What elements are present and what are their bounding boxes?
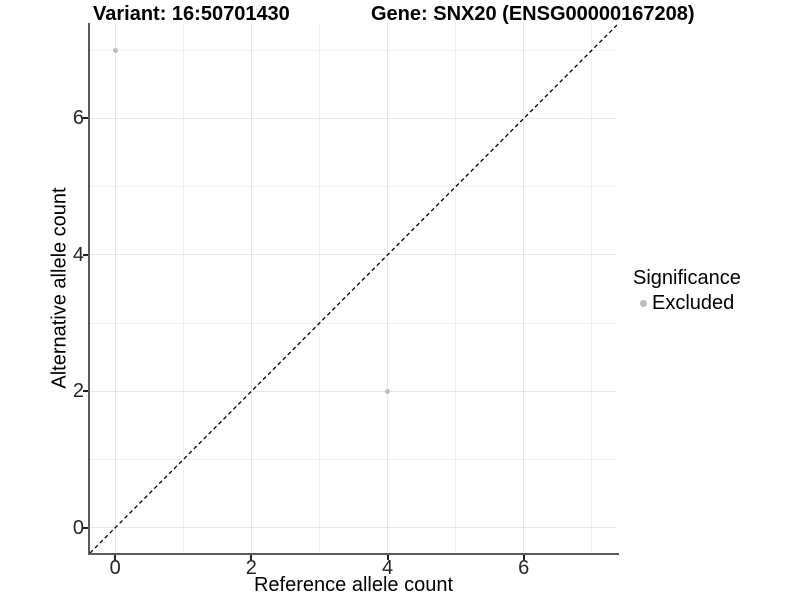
y-tick-mark (83, 390, 88, 393)
y-tick-mark (83, 253, 88, 256)
grid-minor-vertical (182, 23, 184, 553)
y-tick-label: 2 (72, 380, 84, 403)
grid-major-vertical (387, 23, 389, 553)
legend-title: Significance (633, 267, 741, 289)
grid-major-horizontal (90, 527, 617, 529)
grid-minor-vertical (455, 23, 457, 553)
x-tick-label: 2 (245, 557, 257, 579)
grid-major-horizontal (90, 390, 617, 392)
y-axis-line (88, 23, 90, 555)
data-point (385, 388, 391, 394)
y-axis-title: Alternative allele count (48, 187, 71, 389)
grid-major-horizontal (90, 117, 617, 119)
grid-major-vertical (114, 23, 116, 553)
x-tick-mark (522, 555, 525, 560)
y-tick-label: 4 (72, 243, 84, 266)
x-tick-mark (250, 555, 253, 560)
grid-minor-vertical (318, 23, 320, 553)
x-axis-title: Reference allele count (253, 574, 453, 596)
grid-minor-horizontal (90, 186, 617, 188)
grid-minor-vertical (591, 23, 593, 553)
x-tick-label: 0 (109, 557, 121, 579)
y-tick-mark (83, 117, 88, 120)
x-tick-label: 4 (381, 557, 394, 579)
gene-title: Gene: SNX20 (ENSG00000167208) (371, 3, 695, 25)
x-tick-mark (386, 555, 389, 560)
y-tick-label: 0 (72, 516, 84, 539)
variant-title: Variant: 16:50701430 (93, 3, 290, 25)
y-tick-label: 6 (72, 107, 84, 130)
legend: Significance Excluded (633, 265, 741, 314)
x-axis-line (88, 553, 619, 555)
data-point (112, 47, 118, 53)
legend-item-label: Excluded (652, 292, 735, 314)
x-tick-label: 6 (518, 557, 530, 579)
grid-minor-horizontal (90, 459, 617, 461)
legend-item-excluded: Excluded (633, 292, 741, 314)
y-tick-mark (83, 526, 88, 529)
grid-minor-horizontal (90, 322, 617, 324)
x-tick-mark (114, 555, 117, 560)
grid-major-vertical (523, 23, 525, 553)
grid-major-vertical (250, 23, 252, 553)
identity-reference-line (90, 24, 617, 553)
legend-point-icon (640, 299, 647, 307)
grid-minor-horizontal (90, 49, 617, 51)
plot-panel (90, 23, 617, 553)
grid-major-horizontal (90, 254, 617, 256)
